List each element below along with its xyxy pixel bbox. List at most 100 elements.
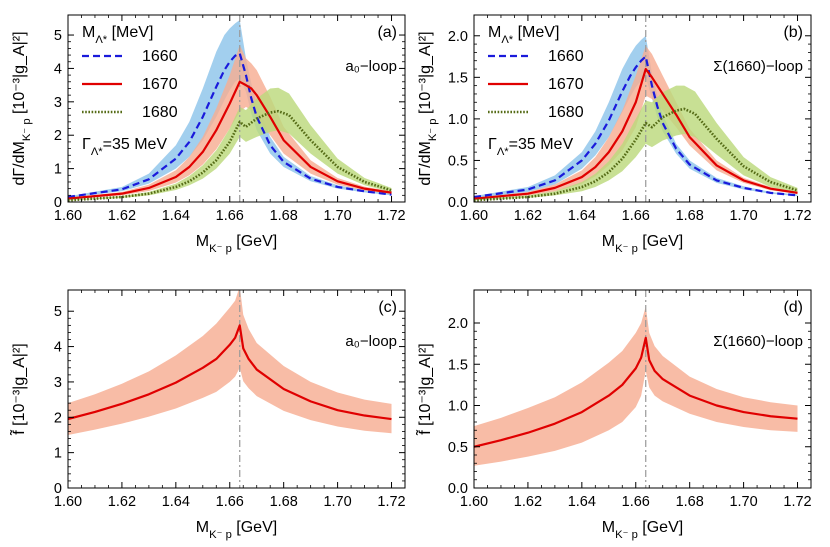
band-1680 [474, 85, 798, 201]
y-tick-label: 3 [54, 95, 62, 111]
legend-note: ΓΛ*=35 MeV [82, 136, 167, 158]
series-line-1660 [68, 52, 392, 199]
x-tick-label: 1.72 [377, 494, 405, 510]
series-line-1670 [68, 80, 392, 200]
x-tick-label: 1.70 [729, 494, 757, 510]
legend-entry-1680: 1680 [548, 104, 584, 121]
x-tick-label: 1.60 [460, 208, 488, 224]
y-tick-label: 1 [54, 162, 62, 178]
panel-tag: (d) [783, 299, 803, 316]
legend-title: MΛ* [MeV] [82, 24, 153, 46]
y-tick-label: 1.5 [448, 357, 468, 373]
series-line-f [474, 336, 798, 448]
loop-label: Σ(1660)−loop [713, 58, 803, 75]
y-tick-label: 1.5 [448, 70, 468, 86]
x-tick-label: 1.68 [676, 208, 704, 224]
band-1660 [68, 20, 392, 198]
legend-entry-1670: 1670 [142, 76, 178, 93]
y-tick-label: 1.0 [448, 399, 468, 415]
x-axis-label: MK⁻ p [GeV] [196, 519, 277, 541]
x-tick-label: 1.60 [54, 494, 82, 510]
panel-tag: (b) [783, 24, 803, 41]
y-axis-label: f̃ [10⁻³|g_A|²] [8, 343, 28, 436]
plot-area [474, 15, 798, 202]
panel-b: 1.60 1.62 1.64 1.66 1.68 1.70 1.72 0.0 0.5 1.0 1.5… [417, 14, 812, 255]
y-tick-label: 3 [54, 375, 62, 391]
band-1670 [68, 45, 392, 200]
x-tick-label: 1.68 [270, 208, 298, 224]
legend-entry-1680: 1680 [142, 104, 178, 121]
x-tick-label: 1.70 [323, 208, 351, 224]
series-line-1670 [474, 67, 798, 200]
y-tick-label: 0 [54, 481, 62, 497]
plot-area [68, 15, 392, 202]
y-tick-label: 4 [54, 61, 62, 77]
x-tick-label: 1.62 [514, 208, 542, 224]
y-tick-label: 1 [54, 446, 62, 462]
x-tick-label: 1.72 [783, 494, 811, 510]
y-axis-label: f̃ [10⁻³|g_A|²] [414, 343, 434, 436]
legend-entry-1660: 1660 [142, 48, 178, 65]
legend-entry-1660: 1660 [548, 48, 584, 65]
plot-area [68, 290, 392, 488]
y-tick-label: 0 [54, 195, 62, 211]
legend-entry-1670: 1670 [548, 76, 584, 93]
x-tick-label: 1.70 [729, 208, 757, 224]
panel-tag: (a) [377, 24, 397, 41]
x-tick-label: 1.60 [460, 494, 488, 510]
series-line-f [68, 324, 392, 421]
band-f [68, 290, 392, 435]
x-tick-label: 1.64 [162, 494, 190, 510]
y-axis-label: dΓ/dMK⁻ p [10⁻³|g_A|²] [11, 31, 33, 185]
x-tick-label: 1.66 [622, 208, 650, 224]
x-axis-label: MK⁻ p [GeV] [196, 233, 277, 255]
y-tick-label: 2 [54, 128, 62, 144]
x-tick-label: 1.62 [108, 494, 136, 510]
y-tick-label: 5 [54, 304, 62, 320]
panel-c: 1.60 1.62 1.64 1.66 1.68 1.70 1.72 0 1 2 3 4 5 MK⁻ p … [8, 289, 406, 541]
y-tick-label: 2.0 [448, 29, 468, 45]
series-line-1680 [68, 109, 392, 202]
x-tick-label: 1.66 [216, 494, 244, 510]
x-tick-label: 1.62 [108, 208, 136, 224]
y-tick-label: 0.0 [448, 195, 468, 211]
y-tick-label: 2.0 [448, 316, 468, 332]
y-tick-label: 1.0 [448, 112, 468, 128]
legend-note: ΓΛ*=35 MeV [488, 136, 573, 158]
panel-a: 1.60 1.62 1.64 1.66 1.68 1.70 1.72 0 1 2 3 4 5 MK⁻ p … [11, 14, 406, 255]
y-tick-label: 0.0 [448, 481, 468, 497]
panel-d: 1.60 1.62 1.64 1.66 1.68 1.70 1.72 0.0 0.5 1.0 1.5… [414, 289, 812, 541]
x-tick-label: 1.72 [377, 208, 405, 224]
axes-frame [473, 14, 812, 203]
panel-tag: (c) [378, 299, 397, 316]
legend-title: MΛ* [MeV] [488, 24, 559, 46]
y-tick-label: 0.5 [448, 153, 468, 169]
x-tick-label: 1.64 [568, 208, 596, 224]
x-tick-label: 1.68 [676, 494, 704, 510]
loop-label: Σ(1660)−loop [713, 333, 803, 350]
y-axis-label: dΓ/dMK⁻ p [10⁻³|g_A|²] [417, 31, 439, 185]
x-tick-label: 1.66 [622, 494, 650, 510]
x-axis-label: MK⁻ p [GeV] [602, 233, 683, 255]
x-tick-label: 1.72 [783, 208, 811, 224]
x-tick-label: 1.62 [514, 494, 542, 510]
y-tick-label: 5 [54, 28, 62, 44]
band-1680 [68, 87, 392, 201]
x-tick-label: 1.68 [270, 494, 298, 510]
x-tick-label: 1.60 [54, 208, 82, 224]
x-tick-label: 1.64 [162, 208, 190, 224]
band-f [474, 306, 798, 466]
y-tick-label: 4 [54, 340, 62, 356]
x-tick-label: 1.66 [216, 208, 244, 224]
loop-label: a₀−loop [345, 58, 397, 75]
x-axis-label: MK⁻ p [GeV] [602, 519, 683, 541]
x-tick-label: 1.70 [323, 494, 351, 510]
series-line-1660 [474, 55, 798, 199]
plot-area [474, 290, 798, 488]
loop-label: a₀−loop [345, 333, 397, 350]
y-tick-label: 2 [54, 410, 62, 426]
y-tick-label: 0.5 [448, 440, 468, 456]
series-line-1680 [474, 107, 798, 202]
x-tick-label: 1.64 [568, 494, 596, 510]
